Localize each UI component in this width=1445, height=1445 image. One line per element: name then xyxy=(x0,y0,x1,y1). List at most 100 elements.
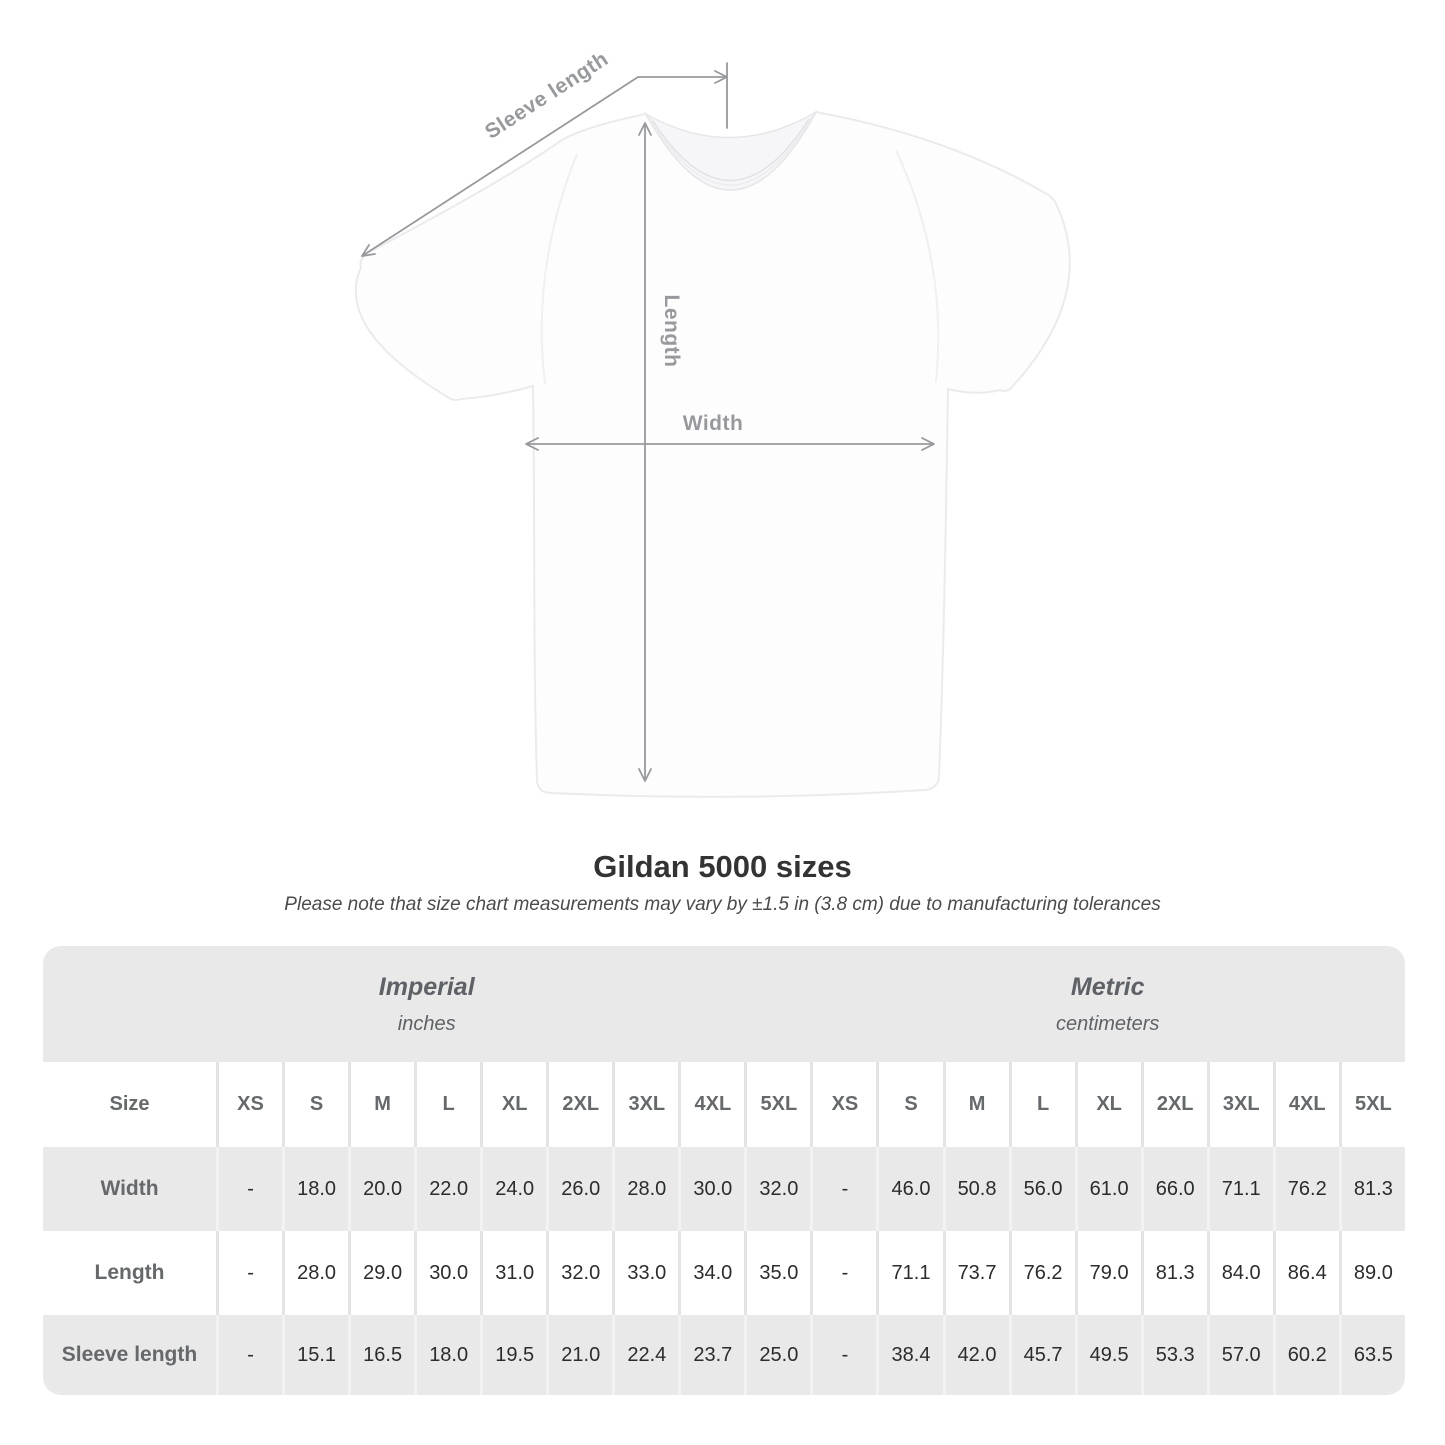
col-header-metric-l: L xyxy=(1008,1062,1075,1147)
width-metric-s: 46.0 xyxy=(876,1147,943,1231)
collar-seam xyxy=(652,118,810,182)
sleeve-imperial-2xl: 21.0 xyxy=(546,1315,613,1395)
width-metric-2xl: 66.0 xyxy=(1140,1147,1207,1231)
metric-label: Metric xyxy=(1070,972,1145,1001)
width-label: Width xyxy=(682,412,744,435)
sleeve-imperial-s: 15.1 xyxy=(282,1315,349,1395)
col-header-metric-xl: XL xyxy=(1074,1062,1141,1147)
sleeve-metric-s: 38.4 xyxy=(876,1315,943,1395)
width-metric-xl: 61.0 xyxy=(1074,1147,1141,1231)
width-imperial-xs: - xyxy=(216,1147,283,1231)
imperial-units: inches xyxy=(397,1012,456,1035)
width-metric-xs: - xyxy=(810,1147,877,1231)
col-header-imperial-5xl: 5XL xyxy=(744,1062,811,1147)
length-metric-3xl: 84.0 xyxy=(1206,1231,1273,1315)
col-header-imperial-3xl: 3XL xyxy=(612,1062,679,1147)
length-imperial-m: 29.0 xyxy=(348,1231,415,1315)
length-arrowhead-bottom xyxy=(638,768,652,782)
length-imperial-s: 28.0 xyxy=(282,1231,349,1315)
col-header-imperial-m: M xyxy=(348,1062,415,1147)
metric-units: centimeters xyxy=(1056,1012,1160,1035)
sleeve-imperial-xl: 19.5 xyxy=(480,1315,547,1395)
length-metric-2xl: 81.3 xyxy=(1140,1231,1207,1315)
length-imperial-5xl: 35.0 xyxy=(744,1231,811,1315)
length-imperial-2xl: 32.0 xyxy=(546,1231,613,1315)
sleeve-seam-right xyxy=(895,149,940,383)
row-label-length: Length xyxy=(43,1231,216,1315)
width-imperial-s: 18.0 xyxy=(282,1147,349,1231)
row-label-sleeve-length: Sleeve length xyxy=(43,1315,216,1395)
metric-unit-header: Metric centimeters xyxy=(810,946,1405,1062)
width-imperial-l: 22.0 xyxy=(414,1147,481,1231)
sleeve-metric-5xl: 63.5 xyxy=(1338,1315,1405,1395)
width-metric-l: 56.0 xyxy=(1008,1147,1075,1231)
table-row-length: Length - 28.0 29.0 30.0 31.0 32.0 33.0 3… xyxy=(43,1231,1405,1315)
length-imperial-4xl: 34.0 xyxy=(678,1231,745,1315)
col-header-imperial-4xl: 4XL xyxy=(678,1062,745,1147)
sleeve-imperial-4xl: 23.7 xyxy=(678,1315,745,1395)
tolerance-note: Please note that size chart measurements… xyxy=(284,894,1161,915)
length-metric-l: 76.2 xyxy=(1008,1231,1075,1315)
table-row-sleeve-length: Sleeve length - 15.1 16.5 18.0 19.5 21.0… xyxy=(43,1315,1405,1395)
col-header-metric-s: S xyxy=(876,1062,943,1147)
col-header-imperial-l: L xyxy=(414,1062,481,1147)
width-imperial-xl: 24.0 xyxy=(480,1147,547,1231)
width-arrowhead-left xyxy=(525,437,539,451)
width-metric-3xl: 71.1 xyxy=(1206,1147,1273,1231)
length-imperial-l: 30.0 xyxy=(414,1231,481,1315)
length-arrowhead-top xyxy=(638,122,652,136)
unit-header-row: Imperial inches Metric centimeters xyxy=(43,946,1405,1062)
length-metric-4xl: 86.4 xyxy=(1272,1231,1339,1315)
col-header-metric-4xl: 4XL xyxy=(1272,1062,1339,1147)
col-header-metric-m: M xyxy=(942,1062,1009,1147)
width-arrowhead-right xyxy=(921,437,935,451)
length-imperial-xs: - xyxy=(216,1231,283,1315)
col-header-imperial-2xl: 2XL xyxy=(546,1062,613,1147)
row-label-width: Width xyxy=(43,1147,216,1231)
length-metric-s: 71.1 xyxy=(876,1231,943,1315)
length-metric-xl: 79.0 xyxy=(1074,1231,1141,1315)
sleeve-imperial-3xl: 22.4 xyxy=(612,1315,679,1395)
sleeve-imperial-xs: - xyxy=(216,1315,283,1395)
sleeve-metric-2xl: 53.3 xyxy=(1140,1315,1207,1395)
sleeve-length-arrow xyxy=(361,76,728,257)
width-imperial-2xl: 26.0 xyxy=(546,1147,613,1231)
col-header-metric-xs: XS xyxy=(810,1062,877,1147)
length-label: Length xyxy=(660,294,683,368)
imperial-label: Imperial xyxy=(378,972,475,1001)
tshirt-body xyxy=(354,111,1071,798)
width-imperial-4xl: 30.0 xyxy=(678,1147,745,1231)
length-metric-5xl: 89.0 xyxy=(1338,1231,1405,1315)
sleeve-length-arrowhead-left xyxy=(361,244,376,257)
width-imperial-5xl: 32.0 xyxy=(744,1147,811,1231)
size-column-header: Size xyxy=(43,1062,216,1147)
length-metric-xs: - xyxy=(810,1231,877,1315)
col-header-metric-5xl: 5XL xyxy=(1338,1062,1405,1147)
width-metric-5xl: 81.3 xyxy=(1338,1147,1405,1231)
width-imperial-m: 20.0 xyxy=(348,1147,415,1231)
col-header-metric-2xl: 2XL xyxy=(1140,1062,1207,1147)
sleeve-imperial-l: 18.0 xyxy=(414,1315,481,1395)
sleeve-metric-m: 42.0 xyxy=(942,1315,1009,1395)
col-header-metric-3xl: 3XL xyxy=(1206,1062,1273,1147)
sleeve-metric-4xl: 60.2 xyxy=(1272,1315,1339,1395)
collar-seam-outer xyxy=(648,114,814,186)
col-header-imperial-xs: XS xyxy=(216,1062,283,1147)
width-metric-m: 50.8 xyxy=(942,1147,1009,1231)
size-header-row: Size XS S M L XL 2XL 3XL 4XL 5XL XS S M … xyxy=(43,1062,1405,1147)
sleeve-seam-left xyxy=(540,153,578,385)
size-table: Imperial inches Metric centimeters Size … xyxy=(43,946,1405,1395)
col-header-imperial-xl: XL xyxy=(480,1062,547,1147)
sleeve-metric-xs: - xyxy=(810,1315,877,1395)
sleeve-metric-xl: 49.5 xyxy=(1074,1315,1141,1395)
length-metric-m: 73.7 xyxy=(942,1231,1009,1315)
collar-band xyxy=(644,109,818,191)
width-metric-4xl: 76.2 xyxy=(1272,1147,1339,1231)
imperial-unit-header: Imperial inches xyxy=(43,946,811,1062)
width-imperial-3xl: 28.0 xyxy=(612,1147,679,1231)
sleeve-imperial-m: 16.5 xyxy=(348,1315,415,1395)
sleeve-imperial-5xl: 25.0 xyxy=(744,1315,811,1395)
length-imperial-xl: 31.0 xyxy=(480,1231,547,1315)
length-imperial-3xl: 33.0 xyxy=(612,1231,679,1315)
